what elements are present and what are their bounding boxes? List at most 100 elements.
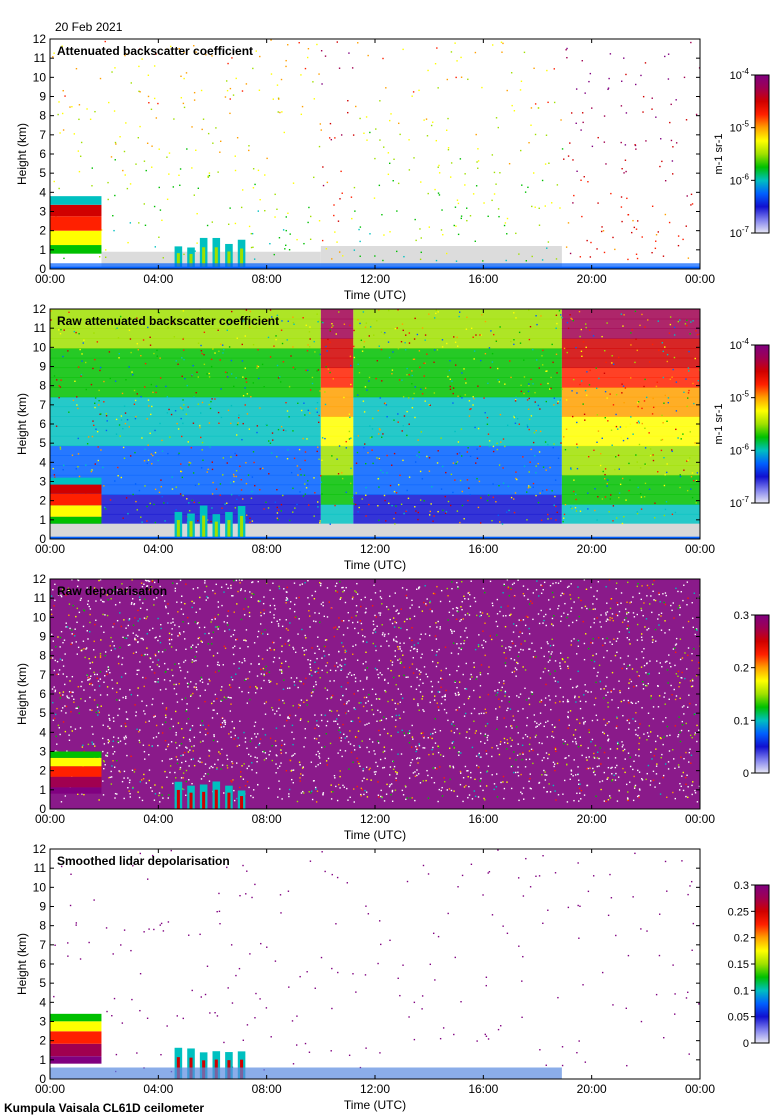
y-tick-label: 11 — [34, 591, 47, 605]
colorbar-tick-label: 0 — [743, 1038, 749, 1050]
panel-title: Raw depolarisation — [57, 584, 167, 598]
y-tick-label: 0 — [39, 262, 46, 276]
y-tick-label: 7 — [39, 398, 46, 412]
y-tick-label: 12 — [33, 572, 47, 586]
x-tick-label: 00:00 — [35, 272, 65, 286]
x-tick-label: 16:00 — [468, 542, 498, 556]
cloud-layer — [50, 1043, 102, 1057]
precip-core — [240, 248, 244, 269]
precip-core — [227, 251, 231, 269]
x-tick-label: 00:00 — [35, 1082, 65, 1096]
x-tick-label: 04:00 — [143, 272, 173, 286]
y-tick-label: 6 — [39, 957, 46, 971]
panel-title: Raw attenuated backscatter coefficient — [57, 314, 279, 328]
y-tick-label: 2 — [39, 764, 46, 778]
cloud-layer — [50, 493, 102, 506]
y-tick-label: 10 — [33, 880, 47, 894]
x-tick-label: 12:00 — [360, 542, 390, 556]
precip-core — [202, 791, 206, 809]
precip-core — [189, 253, 193, 269]
colorbar-tick-label: 10-7 — [730, 225, 750, 240]
colorbar-tick-label: 10-7 — [730, 495, 750, 510]
colorbar-tick-label: 10-5 — [730, 390, 750, 405]
cloud-layer — [50, 1056, 102, 1064]
y-tick-label: 4 — [39, 995, 46, 1009]
colorbar-exponent: -4 — [742, 67, 750, 76]
y-tick-label: 5 — [39, 976, 46, 990]
y-tick-label: 11 — [34, 861, 47, 875]
cloud-layer — [50, 245, 102, 254]
colorbar-tick-label: 0.2 — [734, 663, 749, 675]
y-tick-label: 9 — [39, 90, 46, 104]
cloud-layer — [50, 766, 102, 777]
x-axis-label: Time (UTC) — [344, 558, 406, 572]
cloud-layer — [50, 787, 102, 794]
precip-core — [240, 515, 244, 539]
colorbar — [754, 614, 770, 774]
y-tick-label: 10 — [33, 70, 47, 84]
precip-core — [176, 520, 180, 539]
y-tick-label: 0 — [39, 1072, 46, 1086]
y-tick-label: 5 — [39, 436, 46, 450]
colorbar-unit: m-1 sr-1 — [713, 134, 725, 175]
y-axis-label: Height (km) — [15, 663, 29, 725]
cloud-layer — [50, 1013, 102, 1022]
colorbar-tick-label: 0.15 — [728, 959, 749, 971]
colorbar-exponent: -6 — [742, 442, 750, 451]
y-axis-label: Height (km) — [15, 393, 29, 455]
precip-core — [227, 520, 231, 539]
x-tick-label: 20:00 — [577, 812, 607, 826]
colorbar-exponent: -7 — [742, 225, 750, 234]
y-tick-label: 3 — [39, 745, 46, 759]
cloud-layer — [50, 505, 102, 517]
x-tick-label: 08:00 — [252, 542, 282, 556]
colorbar-tick-label: 0.3 — [734, 610, 749, 622]
y-tick-label: 8 — [39, 379, 46, 393]
x-tick-label: 08:00 — [252, 812, 282, 826]
colorbar-exponent: -6 — [742, 172, 750, 181]
y-tick-label: 9 — [39, 360, 46, 374]
y-tick-label: 1 — [39, 1053, 46, 1067]
y-tick-label: 7 — [39, 668, 46, 682]
x-tick-label: 20:00 — [577, 272, 607, 286]
y-tick-label: 9 — [39, 630, 46, 644]
y-tick-label: 11 — [34, 321, 47, 335]
colorbar-tick-label: 10-6 — [730, 172, 750, 187]
colorbar-exponent: -5 — [742, 120, 750, 129]
x-tick-label: 20:00 — [577, 1082, 607, 1096]
colorbar-tick-label: 0.3 — [734, 880, 749, 892]
y-tick-label: 5 — [39, 706, 46, 720]
x-tick-label: 20:00 — [577, 542, 607, 556]
cloud-layer — [50, 776, 102, 788]
colorbar-tick-label: 0.1 — [734, 715, 749, 727]
cloud-layer — [50, 751, 102, 758]
y-tick-label: 1 — [39, 513, 46, 527]
x-tick-label: 16:00 — [468, 1082, 498, 1096]
panel-title: Attenuated backscatter coefficient — [57, 44, 253, 58]
y-tick-label: 2 — [39, 224, 46, 238]
y-tick-label: 5 — [39, 166, 46, 180]
y-tick-label: 4 — [39, 455, 46, 469]
panel-title: Smoothed lidar depolarisation — [57, 854, 230, 868]
colorbar-tick-label: 0.25 — [728, 906, 749, 918]
colorbar-tick-label: 0.05 — [728, 1012, 749, 1024]
precip-core — [214, 521, 218, 539]
y-axis-label: Height (km) — [15, 123, 29, 185]
y-tick-label: 9 — [39, 900, 46, 914]
panel-1: Attenuated backscatter coefficient012345… — [15, 32, 770, 302]
x-axis-label: Time (UTC) — [344, 828, 406, 842]
colorbar-tick-label: 0.1 — [734, 985, 749, 997]
y-tick-label: 12 — [33, 32, 47, 46]
x-tick-label: 12:00 — [360, 812, 390, 826]
y-tick-label: 4 — [39, 725, 46, 739]
instrument-label: Kumpula Vaisala CL61D ceilometer — [4, 1101, 205, 1115]
y-tick-label: 11 — [34, 51, 47, 65]
precip-core — [227, 792, 231, 809]
x-tick-label: 16:00 — [468, 272, 498, 286]
plot-frame — [49, 848, 701, 1080]
colorbar-tick-label: 0.2 — [734, 933, 749, 945]
y-tick-label: 12 — [33, 302, 47, 316]
x-tick-label: 04:00 — [143, 542, 173, 556]
x-tick-label: 00:00 — [685, 812, 715, 826]
